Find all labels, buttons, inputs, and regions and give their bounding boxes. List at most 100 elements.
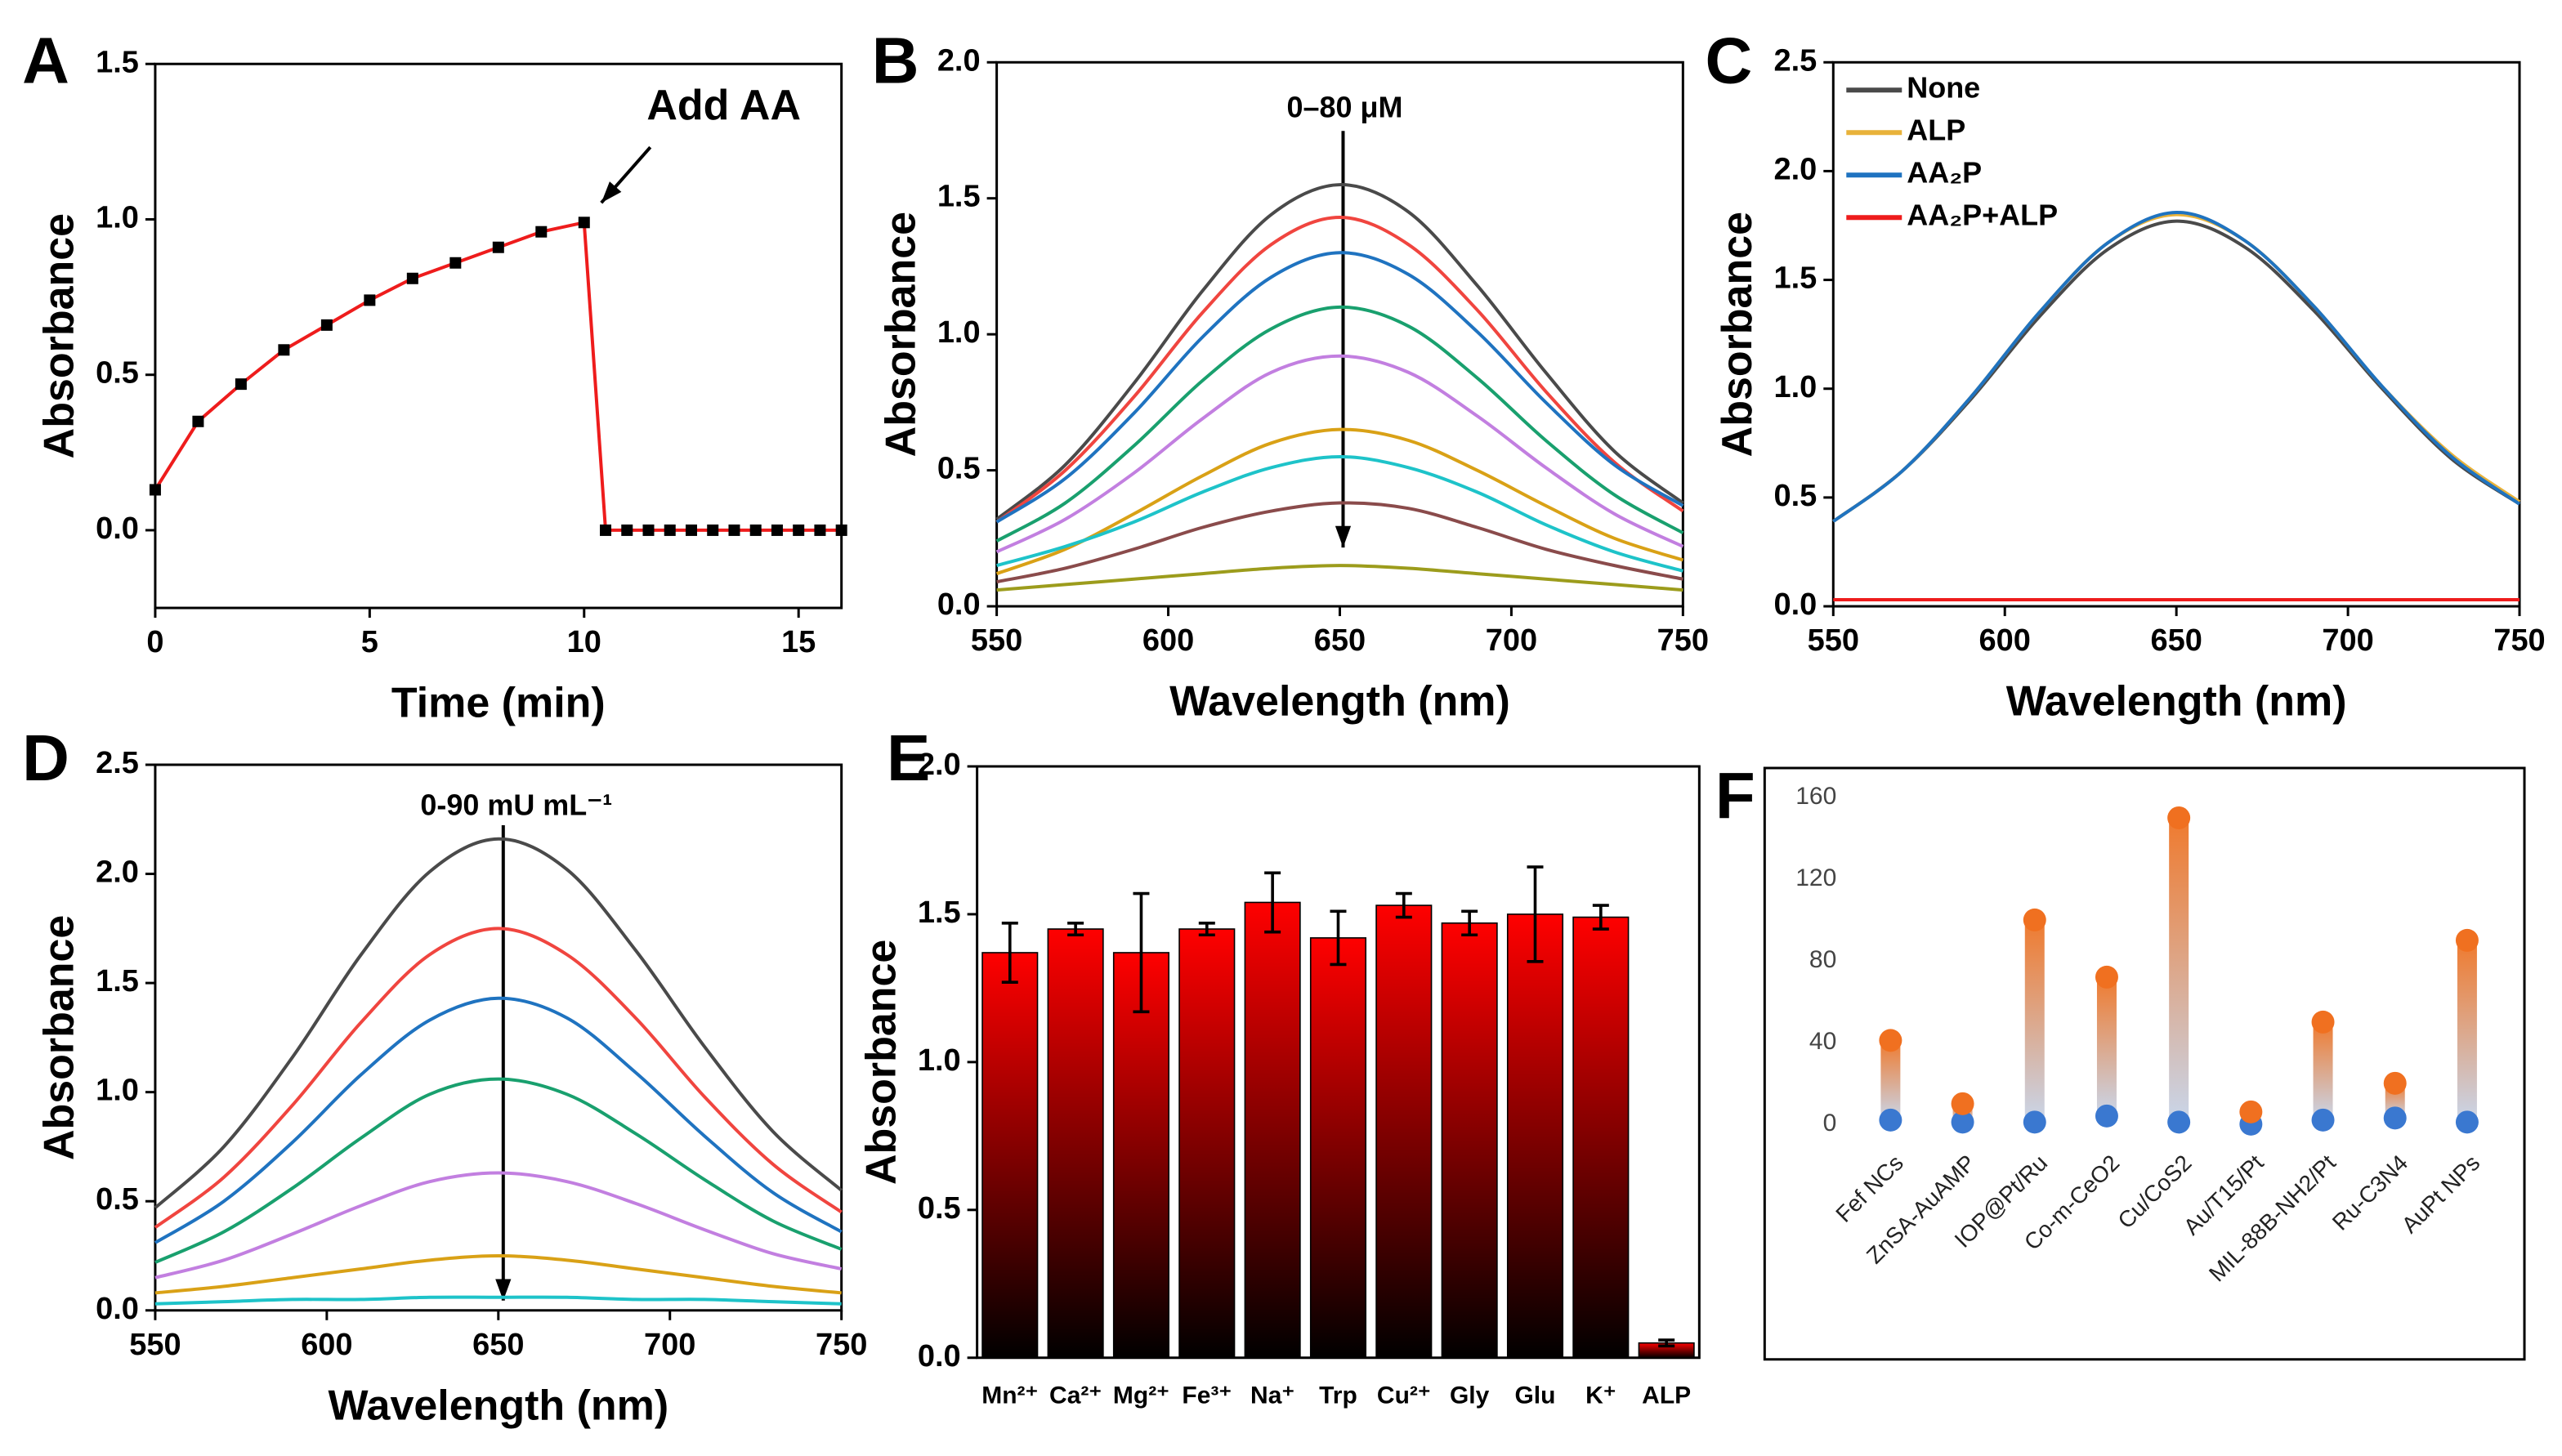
legend-label: None	[1907, 71, 1980, 105]
x-tick-label: MIL-88B-NH2/Pt	[2204, 1150, 2341, 1286]
low-point	[1879, 1108, 1902, 1132]
x-tick-label: 550	[971, 623, 1022, 658]
marker	[600, 524, 612, 536]
x-tick-label: 750	[816, 1328, 867, 1362]
x-tick-label: 750	[1657, 623, 1709, 658]
y-tick-label: 0.5	[96, 356, 139, 391]
series-line	[154, 220, 842, 532]
x-tick-label: 550	[129, 1328, 181, 1362]
bar	[1309, 937, 1367, 1359]
legend-label: AA₂P	[1907, 156, 1982, 190]
series-line	[996, 501, 1683, 584]
high-point	[1951, 1092, 1974, 1115]
bar	[1178, 928, 1236, 1359]
annotation: 0–80 μM	[1286, 91, 1402, 124]
x-tick-label: 5	[361, 625, 378, 659]
high-point	[2023, 908, 2046, 931]
x-tick-label: ALP	[1642, 1382, 1691, 1409]
y-tick-label: 0.5	[918, 1191, 961, 1226]
marker	[793, 524, 805, 536]
low-point	[2167, 1110, 2191, 1134]
series-line	[995, 354, 1684, 554]
x-tick-label: 10	[567, 625, 601, 659]
y-tick-label: 0.5	[937, 452, 981, 486]
legend-label: ALP	[1907, 114, 1965, 147]
bar	[1506, 913, 1564, 1359]
y-tick-label: 1.5	[937, 180, 981, 214]
low-point	[2095, 1104, 2118, 1128]
series-line	[154, 1253, 842, 1295]
y-tick-label: 1.5	[918, 895, 961, 930]
arrow-head	[601, 181, 622, 203]
x-axis-title: Wavelength (nm)	[1169, 678, 1510, 726]
y-tick-label: 2.0	[937, 43, 981, 78]
x-tick-label: 700	[644, 1328, 695, 1362]
marker	[406, 272, 418, 284]
annotation: 0-90 mU mL⁻¹	[420, 788, 612, 821]
marker	[771, 524, 783, 536]
marker	[835, 524, 847, 536]
y-tick-label: 2.0	[1773, 152, 1817, 186]
annotation: Add AA	[646, 82, 801, 129]
series-line	[154, 837, 843, 1209]
high-point	[2095, 965, 2118, 989]
series-line	[996, 564, 1683, 592]
range-bar	[2024, 919, 2045, 1123]
bar	[1244, 901, 1301, 1359]
y-axis-title: Absorbance	[877, 212, 924, 457]
series-line	[995, 427, 1683, 575]
series-line	[154, 1077, 843, 1264]
marker	[707, 524, 719, 536]
bar	[1441, 922, 1498, 1359]
range-bar	[1880, 1040, 1901, 1120]
panel-letter: F	[1715, 759, 1755, 832]
y-axis-title: Absorbance	[857, 940, 905, 1185]
range-bar	[2457, 940, 2477, 1123]
marker	[578, 217, 590, 229]
marker	[192, 415, 204, 427]
y-tick-label: 0.0	[96, 511, 139, 546]
y-tick-label: 2.0	[918, 748, 961, 782]
x-tick-label: 550	[1808, 623, 1859, 658]
x-tick-label: 650	[2150, 623, 2202, 658]
x-tick-label: 700	[1486, 623, 1537, 658]
arrow-head	[495, 1279, 512, 1301]
series-line	[995, 216, 1684, 524]
panel-letter: D	[22, 721, 69, 794]
x-tick-label: Fe³⁺	[1182, 1382, 1232, 1409]
marker	[814, 524, 826, 536]
low-point	[2455, 1110, 2479, 1134]
y-tick-label: 0.5	[1773, 479, 1817, 513]
y-axis-title: Absorbance	[1714, 212, 1761, 457]
marker	[449, 257, 462, 269]
x-tick-label: 750	[2493, 623, 2545, 658]
x-tick-label: 650	[472, 1328, 524, 1362]
high-point	[2383, 1071, 2407, 1095]
series-line	[154, 996, 843, 1244]
y-tick-label: 0	[1823, 1110, 1837, 1137]
y-tick-label: 1.0	[96, 1074, 139, 1108]
high-point	[2239, 1100, 2263, 1123]
series-line	[995, 305, 1684, 543]
y-tick-label: 120	[1795, 864, 1836, 891]
marker	[278, 344, 290, 356]
y-tick-label: 1.0	[1773, 370, 1817, 404]
x-axis-title: Wavelength (nm)	[328, 1382, 668, 1429]
y-tick-label: 0.5	[96, 1182, 139, 1217]
x-tick-label: Mg²⁺	[1113, 1382, 1169, 1409]
series-line	[1832, 211, 2521, 523]
low-point	[2383, 1106, 2407, 1130]
marker	[749, 524, 762, 536]
y-tick-label: 0.0	[937, 587, 981, 622]
legend-label: AA₂P+ALP	[1907, 199, 2058, 232]
x-tick-label: Gly	[1450, 1382, 1490, 1409]
bar	[1047, 928, 1104, 1359]
low-point	[1951, 1110, 1974, 1134]
marker	[492, 241, 504, 253]
series-line	[154, 927, 843, 1229]
x-tick-label: K⁺	[1585, 1382, 1616, 1409]
series-line	[995, 183, 1684, 521]
y-tick-label: 80	[1809, 946, 1836, 973]
x-tick-label: 15	[781, 625, 816, 659]
